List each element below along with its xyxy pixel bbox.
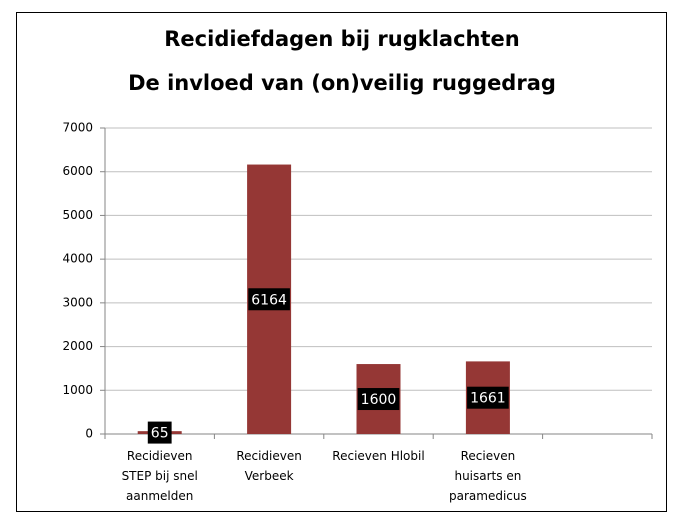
y-tick-label: 2000 (62, 339, 93, 353)
y-tick-label: 1000 (62, 383, 93, 397)
y-tick-label: 7000 (62, 121, 93, 135)
data-label: 65 (151, 426, 169, 442)
data-label-box (248, 288, 290, 311)
chart-subtitle: De invloed van (on)veilig ruggedrag (128, 71, 556, 95)
data-label: 1600 (361, 392, 397, 408)
x-tick-label: Recieven huisarts en paramedicus (449, 449, 527, 503)
y-tick-label: 6000 (62, 164, 93, 178)
x-tick-label: Recidieven Verbeek (236, 449, 302, 483)
data-label: 1661 (470, 391, 506, 407)
data-label-box (467, 386, 509, 409)
y-tick-label: 0 (85, 427, 93, 441)
y-tick-label: 4000 (62, 252, 93, 266)
chart-title: Recidiefdagen bij rugklachten (164, 27, 519, 51)
x-tick-label: Recieven Hlobil (332, 449, 424, 463)
data-label-box (147, 421, 172, 444)
x-tick-label: Recidieven STEP bij snel aanmelden (122, 449, 198, 503)
data-label-box (357, 388, 400, 411)
data-label: 6164 (251, 292, 287, 308)
y-tick-label: 3000 (62, 295, 93, 309)
y-tick-label: 5000 (62, 208, 93, 222)
chart-frame (16, 12, 667, 512)
